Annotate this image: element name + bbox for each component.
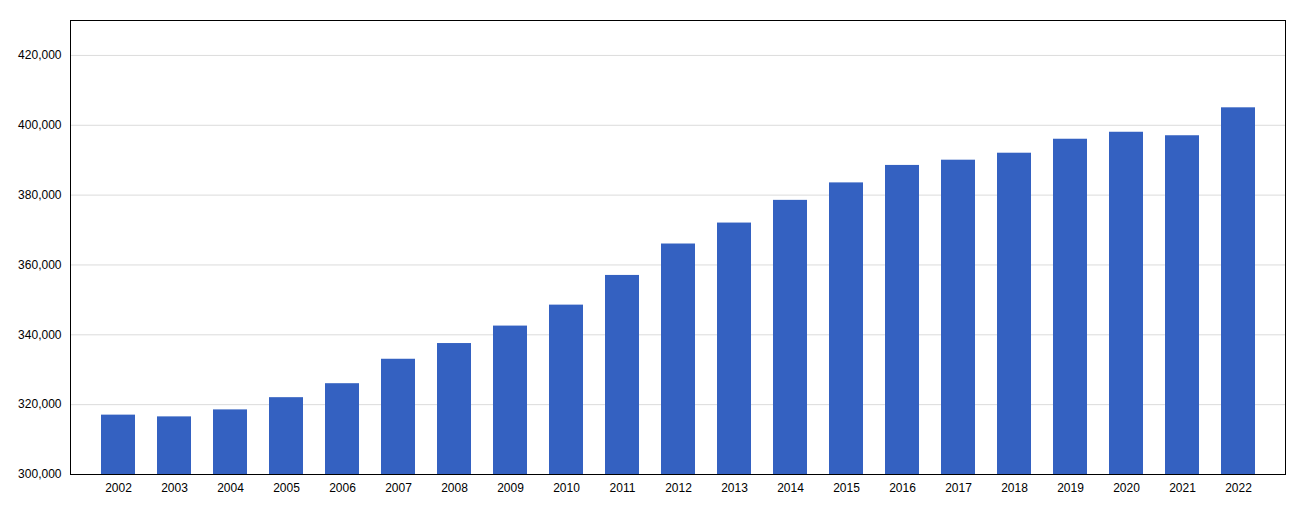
svg-text:2020: 2020 — [1113, 481, 1140, 495]
svg-text:400,000: 400,000 — [18, 118, 62, 132]
svg-text:2016: 2016 — [889, 481, 916, 495]
svg-text:2012: 2012 — [665, 481, 692, 495]
svg-text:2021: 2021 — [1169, 481, 1196, 495]
svg-text:2005: 2005 — [273, 481, 300, 495]
svg-text:420,000: 420,000 — [18, 48, 62, 62]
svg-text:320,000: 320,000 — [18, 397, 62, 411]
svg-text:2009: 2009 — [497, 481, 524, 495]
svg-text:2008: 2008 — [441, 481, 468, 495]
svg-text:380,000: 380,000 — [18, 188, 62, 202]
svg-text:2007: 2007 — [385, 481, 412, 495]
svg-text:2014: 2014 — [777, 481, 804, 495]
svg-text:2017: 2017 — [945, 481, 972, 495]
svg-text:2015: 2015 — [833, 481, 860, 495]
svg-text:2018: 2018 — [1001, 481, 1028, 495]
svg-text:2002: 2002 — [105, 481, 132, 495]
svg-text:2006: 2006 — [329, 481, 356, 495]
svg-text:2010: 2010 — [553, 481, 580, 495]
svg-text:340,000: 340,000 — [18, 328, 62, 342]
svg-text:300,000: 300,000 — [18, 467, 62, 481]
svg-text:2004: 2004 — [217, 481, 244, 495]
svg-text:2003: 2003 — [161, 481, 188, 495]
svg-text:2013: 2013 — [721, 481, 748, 495]
svg-text:360,000: 360,000 — [18, 258, 62, 272]
svg-text:2019: 2019 — [1057, 481, 1084, 495]
svg-text:2022: 2022 — [1225, 481, 1252, 495]
svg-text:2011: 2011 — [610, 481, 636, 495]
